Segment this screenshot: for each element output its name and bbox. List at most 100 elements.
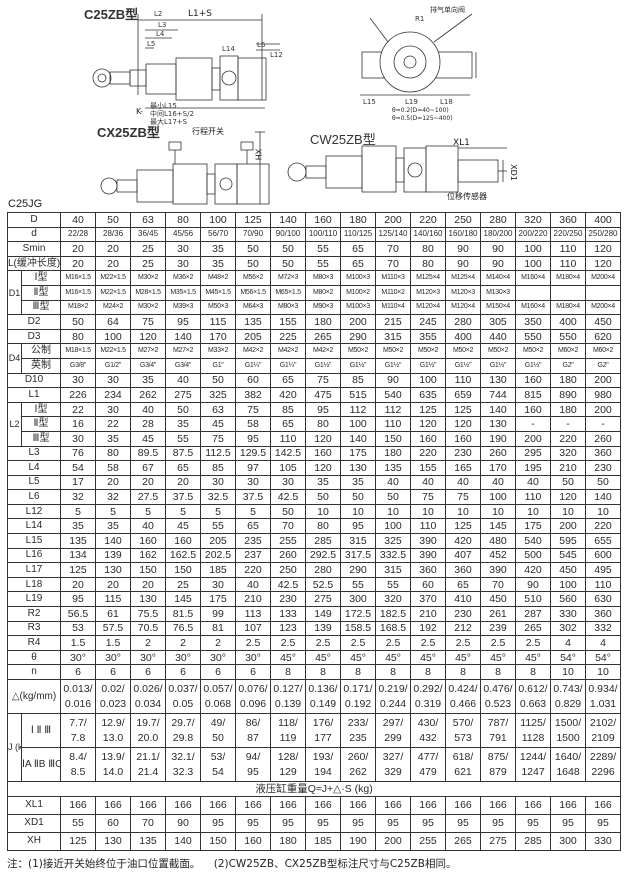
table-cell: 230 <box>445 606 482 622</box>
table-cell: 10 <box>375 503 412 520</box>
table-cell: G1½" <box>445 357 482 374</box>
table-cell: M22×1.5 <box>95 270 132 286</box>
table-cell: 540 <box>375 387 412 403</box>
table-cell: 166 <box>165 795 202 815</box>
table-cell: 360 <box>585 606 622 622</box>
table-cell: 70 <box>130 813 167 833</box>
table-cell: 500 <box>515 547 552 564</box>
label-min: 最小L15 <box>150 102 177 110</box>
table-cell: 36/45 <box>130 226 167 243</box>
table-cell: 220 <box>410 212 447 228</box>
table-cell: 618/621 <box>445 747 482 782</box>
table-cell: 45/56 <box>165 226 202 243</box>
cx25zb-drawing <box>100 131 270 205</box>
table-cell: 19.7/20.0 <box>130 713 167 748</box>
table-cell: 22/28 <box>60 226 97 243</box>
table-cell: M33×2 <box>200 343 237 359</box>
table-cell: 35 <box>95 430 132 447</box>
table-cell: 245 <box>410 314 447 330</box>
table-cell: 332 <box>585 620 622 637</box>
table-cell: 100 <box>410 372 447 389</box>
table-cell: 160 <box>410 430 447 447</box>
table-cell: 815 <box>515 387 552 403</box>
table-cell: 182.5 <box>375 606 412 622</box>
label-r1: R1 <box>415 15 425 23</box>
table-cell: 49/50 <box>200 713 237 748</box>
table-cell: 515 <box>340 387 377 403</box>
table-cell: 0.037/0.05 <box>165 679 202 714</box>
table-cell: 20 <box>130 576 167 593</box>
table-cell: 620 <box>585 328 622 345</box>
table-cell: 94/95 <box>235 747 272 782</box>
table-cell: 45 <box>165 518 202 535</box>
table-cell: 50 <box>585 474 622 491</box>
table-cell: 0.612/0.663 <box>515 679 552 714</box>
table-cell: M39×3 <box>165 299 202 316</box>
row-label: R2 <box>6 606 62 622</box>
table-cell: 30° <box>130 649 167 666</box>
table-cell: 120 <box>410 416 447 432</box>
table-cell: 63 <box>200 401 237 418</box>
table-cell: 0.127/0.139 <box>270 679 307 714</box>
table-row: L14 35 35 40 45 55 65 70 80 95 100 110 125 145 175 200 2… <box>6 518 622 535</box>
table-cell: 285 <box>515 831 552 851</box>
row-label: △(kg/mm) <box>6 679 62 714</box>
table-cell: M200×4 <box>585 270 622 286</box>
table-cell: 166 <box>270 795 307 815</box>
table-cell: 410 <box>445 591 482 608</box>
table-cell: 45° <box>515 649 552 666</box>
table-cell: 230 <box>585 460 622 476</box>
table-cell: 239 <box>480 620 517 637</box>
table-cell: 210 <box>550 460 587 476</box>
table-cell: 28/36 <box>95 226 132 243</box>
table-cell: 162 <box>130 547 167 564</box>
table-cell: M120×4 <box>410 299 447 316</box>
table-cell: 180 <box>550 372 587 389</box>
table-cell: 65 <box>340 255 377 272</box>
table-cell: 162.5 <box>165 547 202 564</box>
table-cell: 220 <box>235 562 272 578</box>
table-cell: 54° <box>550 649 587 666</box>
table-cell: 125 <box>410 401 447 418</box>
table-cell: 80 <box>95 445 132 462</box>
row-label: L6 <box>6 489 62 505</box>
table-cell: 35 <box>200 241 237 257</box>
table-cell: 0.02/0.023 <box>95 679 132 714</box>
table-cell: 120 <box>305 460 342 476</box>
table-cell: 57.5 <box>95 620 132 637</box>
table-cell: 160 <box>165 533 202 549</box>
table-row: R3 53 57.5 70.5 76.5 81 107 123 139 158.5 168.5 192… <box>6 620 622 637</box>
table-cell <box>585 284 622 301</box>
table-cell: 158.5 <box>340 620 377 637</box>
table-cell: 6 <box>60 664 97 680</box>
table-cell: 30 <box>235 474 272 491</box>
table-cell: 70.5 <box>130 620 167 637</box>
row-label: L(缓冲长度) <box>6 255 62 272</box>
table-cell: 166 <box>200 795 237 815</box>
row-label: XL1 <box>6 795 62 815</box>
table-cell: 1500/1500 <box>550 713 587 748</box>
table-cell: 205 <box>235 328 272 345</box>
table-cell: 30 <box>95 372 132 389</box>
table-cell: 80 <box>305 518 342 535</box>
table-cell: 510 <box>515 591 552 608</box>
label-l14: L14 <box>222 45 235 53</box>
table-cell: 477/479 <box>410 747 447 782</box>
table-cell: 90 <box>480 241 517 257</box>
table-cell: 95 <box>585 813 622 833</box>
label-l1s: L1+S <box>188 9 212 19</box>
table-cell: 0.136/0.149 <box>305 679 342 714</box>
table-cell: 160 <box>305 445 342 462</box>
table-cell: M80×2 <box>305 284 342 301</box>
table-cell: 95 <box>480 813 517 833</box>
label-mid: 中间L16+S/2 <box>150 110 194 118</box>
table-cell: 80 <box>60 328 97 345</box>
table-cell: 260/262 <box>340 747 377 782</box>
table-cell: 280 <box>445 314 482 330</box>
row-label: Ⅰ型 <box>20 401 62 418</box>
table-cell: 140 <box>270 212 307 228</box>
table-row: R4 1.5 1.5 2 2 2 2.5 2.5 2.5 2.5 2.5 2.5 2.5 2.5 2.5 4 4 <box>6 635 622 651</box>
table-cell: 115 <box>200 314 237 330</box>
table-cell: M50×2 <box>445 343 482 359</box>
table-cell: 200 <box>375 212 412 228</box>
